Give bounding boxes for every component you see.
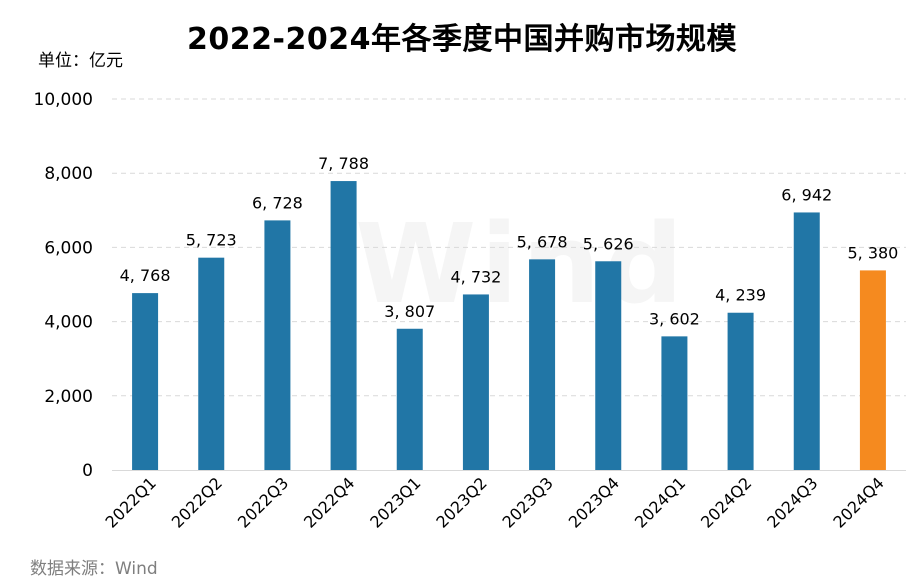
- source-note: 数据来源：Wind: [30, 559, 158, 579]
- x-tick-label: 2022Q1: [102, 473, 160, 531]
- bar: [264, 220, 291, 470]
- bar: [529, 259, 556, 470]
- data-label: 6, 728: [252, 193, 303, 212]
- x-tick-label: 2022Q4: [300, 473, 358, 531]
- bar: [132, 293, 159, 470]
- data-label: 3, 602: [649, 309, 700, 328]
- x-tick-label: 2023Q1: [366, 473, 424, 531]
- x-tick-label: 2024Q2: [697, 473, 755, 531]
- bar: [661, 336, 688, 470]
- bar: [330, 181, 357, 471]
- data-label: 3, 807: [384, 302, 435, 321]
- y-tick-label: 0: [82, 461, 93, 481]
- x-tick-label: 2024Q1: [631, 473, 689, 531]
- data-label: 5, 626: [583, 234, 634, 253]
- y-tick-label: 8,000: [44, 164, 93, 184]
- x-tick-label: 2022Q2: [168, 473, 226, 531]
- x-tick-label: 2023Q3: [499, 473, 557, 531]
- unit-label: 单位：亿元: [38, 51, 123, 71]
- data-label: 4, 239: [715, 286, 766, 305]
- bar: [396, 328, 423, 470]
- x-tick-label: 2023Q4: [565, 473, 623, 531]
- x-tick-label: 2022Q3: [234, 473, 292, 531]
- bar: [462, 294, 489, 470]
- data-label: 6, 942: [781, 185, 832, 204]
- y-tick-label: 10,000: [34, 90, 93, 110]
- y-tick-label: 6,000: [44, 238, 93, 258]
- y-tick-label: 4,000: [44, 313, 93, 333]
- chart-title: 2022-2024年各季度中国并购市场规模: [187, 22, 737, 57]
- data-label: 5, 380: [847, 243, 898, 262]
- bar: [727, 312, 754, 470]
- data-label: 4, 732: [450, 267, 501, 286]
- data-label: 4, 768: [120, 266, 171, 285]
- bar: [859, 270, 886, 470]
- data-label: 5, 723: [186, 231, 237, 250]
- bar: [595, 261, 622, 470]
- bar: [793, 212, 820, 471]
- data-label: 7, 788: [318, 154, 369, 173]
- bar: [198, 257, 225, 470]
- x-tick-label: 2024Q4: [829, 473, 887, 531]
- x-tick-label: 2023Q2: [432, 473, 490, 531]
- x-tick-label: 2024Q3: [763, 473, 821, 531]
- data-label: 5, 678: [517, 232, 568, 251]
- y-tick-label: 2,000: [44, 387, 93, 407]
